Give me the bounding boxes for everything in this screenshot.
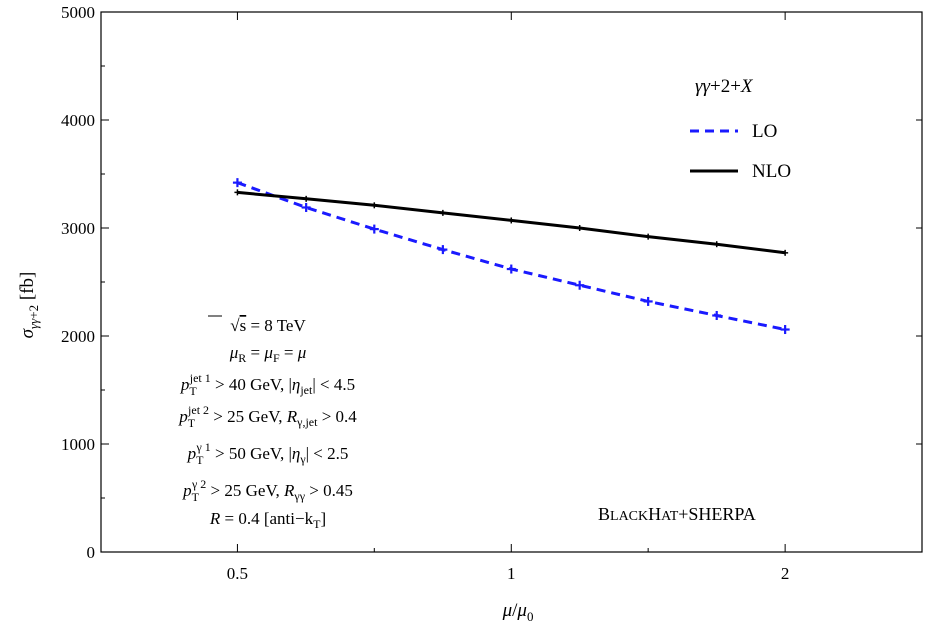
data-point-nlo	[303, 195, 310, 202]
data-point-nlo	[439, 209, 446, 216]
y-tick-label: 5000	[61, 3, 95, 22]
data-point-lo	[643, 296, 653, 306]
y-axis-label: σγγ+2 [fb]	[17, 272, 41, 339]
x-tick-label: 1	[507, 564, 516, 583]
data-point-nlo	[234, 189, 241, 196]
plot-border	[100, 11, 923, 553]
x-axis-label: μ/μ0	[502, 600, 534, 624]
data-point-nlo	[576, 225, 583, 231]
y-tick-label: 3000	[61, 219, 95, 238]
legend-label-lo: LO	[752, 121, 777, 142]
data-point-lo	[712, 310, 722, 320]
cut-jet-algo: R = 0.4 [anti−kT]	[209, 509, 326, 531]
plot-frame	[100, 11, 923, 553]
x-tick-label: 2	[781, 564, 790, 583]
cut-sqrt-s: √s = 8 TeV	[230, 316, 306, 335]
data-point-lo	[232, 178, 242, 188]
y-axis: 0 1000 2000 3000 4000 5000	[61, 3, 922, 562]
data-point-nlo	[645, 233, 652, 240]
data-point-lo	[575, 280, 585, 290]
legend-label-nlo: NLO	[752, 161, 791, 182]
series-line-lo	[236, 181, 786, 331]
x-axis: 0.5 1 2	[227, 12, 790, 583]
cut-jet2: pTjet 2 > 25 GeV, Rγ,jet > 0.4	[178, 403, 357, 430]
data-point-lo	[301, 202, 311, 212]
cut-photon2: pTγ 2 > 25 GeV, Rγγ > 0.45	[182, 477, 353, 504]
data-point-nlo	[508, 217, 515, 224]
y-tick-label: 4000	[61, 111, 95, 130]
data-point-nlo	[371, 202, 378, 209]
y-tick-label: 0	[87, 543, 96, 562]
cut-photon1: pTγ 1 > 50 GeV, |ηγ| < 2.5	[187, 440, 349, 467]
program-label: BLACKHAT+SHERPA	[598, 504, 756, 524]
cut-jet1: pTjet 1 > 40 GeV, |ηjet| < 4.5	[180, 371, 355, 398]
legend-title: γγ+2+X	[695, 76, 754, 97]
data-point-nlo	[713, 241, 720, 248]
data-point-lo	[506, 264, 516, 274]
data-point-lo	[438, 245, 448, 255]
cuts-annotation: √s = 8 TeV μR = μF = μ pTjet 1 > 40 GeV,…	[178, 315, 357, 531]
series-layer	[232, 178, 790, 335]
data-point-lo	[369, 224, 379, 234]
data-point-lo	[780, 325, 790, 335]
y-tick-label: 1000	[61, 435, 95, 454]
legend: γγ+2+X LO NLO	[690, 76, 791, 182]
cut-scales: μR = μF = μ	[229, 343, 307, 365]
y-tick-label: 2000	[61, 327, 95, 346]
data-point-nlo	[782, 249, 789, 256]
x-tick-label: 0.5	[227, 564, 248, 583]
